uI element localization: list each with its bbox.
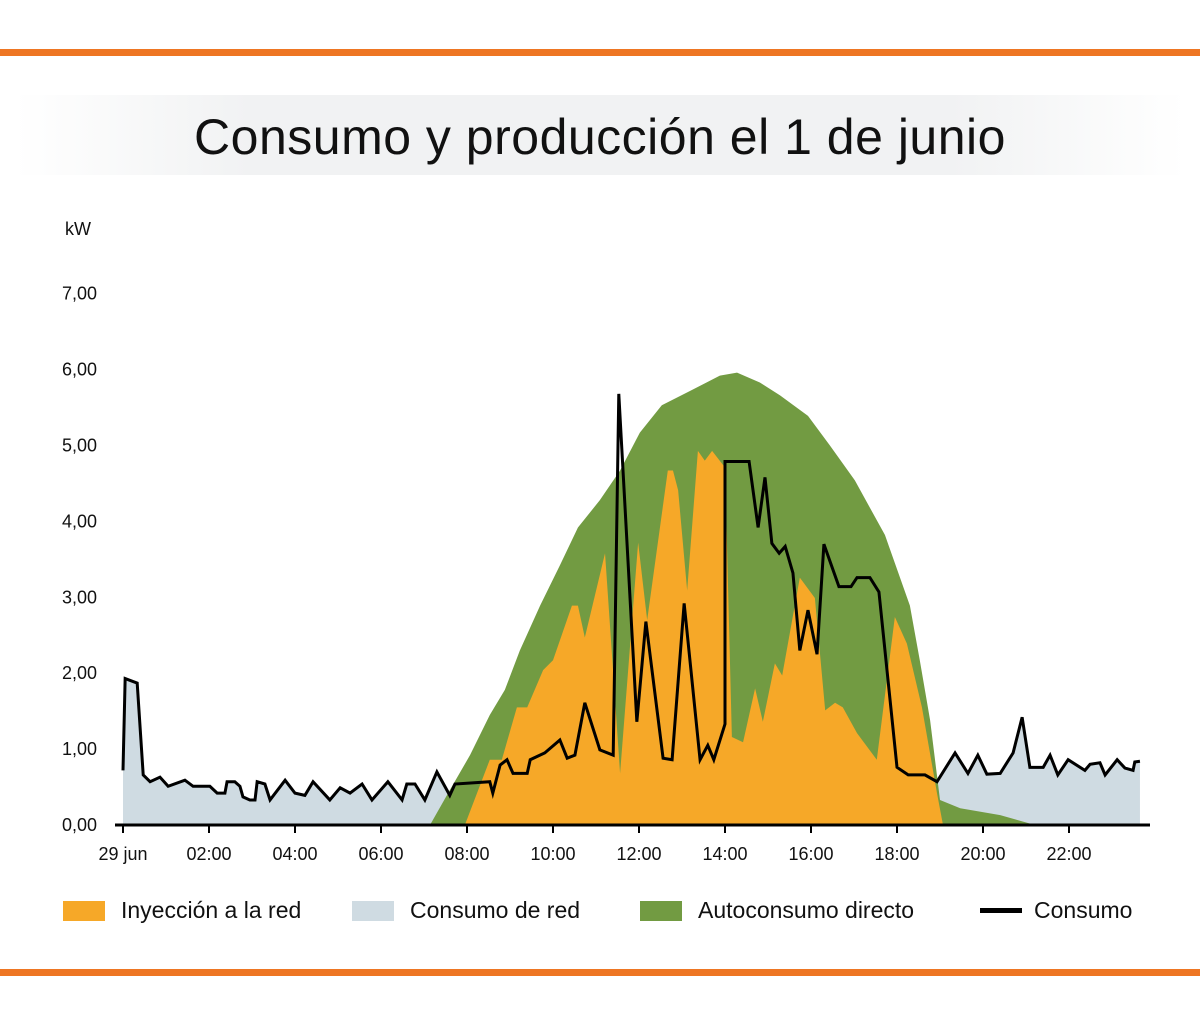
y-tick-label: 4,00 (62, 511, 97, 531)
legend-label: Autoconsumo directo (698, 897, 915, 923)
y-tick-label: 6,00 (62, 360, 97, 380)
legend-swatch-injection (63, 900, 105, 921)
x-tick-label: 12:00 (616, 844, 661, 864)
x-tick-label: 20:00 (960, 844, 1005, 864)
area-inyeccion-a-la-red (464, 450, 944, 825)
x-tick-label: 06:00 (358, 844, 403, 864)
area-consumo-de-red (123, 678, 455, 825)
legend-swatch-grid-consumption (352, 900, 394, 921)
x-tick-label: 16:00 (788, 844, 833, 864)
title-band (15, 95, 1185, 175)
legend-label: Consumo (1034, 897, 1133, 923)
legend-item-injection: Inyección a la red (63, 897, 301, 924)
legend: Inyección a la red Consumo de red Autoco… (0, 897, 1200, 937)
area-consumo-de-red (936, 717, 1140, 825)
y-tick-label: 7,00 (62, 284, 97, 304)
x-tick-label: 08:00 (444, 844, 489, 864)
x-tick-label: 04:00 (272, 844, 317, 864)
y-tick-label: 2,00 (62, 663, 97, 683)
bottom-orange-rule (0, 969, 1200, 976)
y-axis-label: kW (65, 219, 91, 239)
x-tick-label: 10:00 (530, 844, 575, 864)
legend-item-consumption: Consumo (980, 897, 1132, 924)
legend-line-consumption (980, 908, 1022, 913)
top-orange-rule (0, 49, 1200, 56)
legend-label: Consumo de red (410, 897, 581, 923)
y-tick-label: 0,00 (62, 815, 97, 835)
x-tick-label: 18:00 (874, 844, 919, 864)
x-tick-label: 22:00 (1046, 844, 1091, 864)
legend-item-self-consumption: Autoconsumo directo (640, 897, 914, 924)
legend-item-grid-consumption: Consumo de red (352, 897, 580, 924)
y-tick-label: 1,00 (62, 739, 97, 759)
legend-label: Inyección a la red (121, 897, 302, 923)
x-tick-label: 29 jun (98, 844, 147, 864)
y-tick-label: 3,00 (62, 587, 97, 607)
legend-swatch-self-consumption (640, 900, 682, 921)
chart-title: Consumo y producción el 1 de junio (194, 109, 1006, 165)
x-tick-label: 02:00 (186, 844, 231, 864)
y-tick-label: 5,00 (62, 436, 97, 456)
x-tick-label: 14:00 (702, 844, 747, 864)
line-consumo (121, 393, 1141, 804)
